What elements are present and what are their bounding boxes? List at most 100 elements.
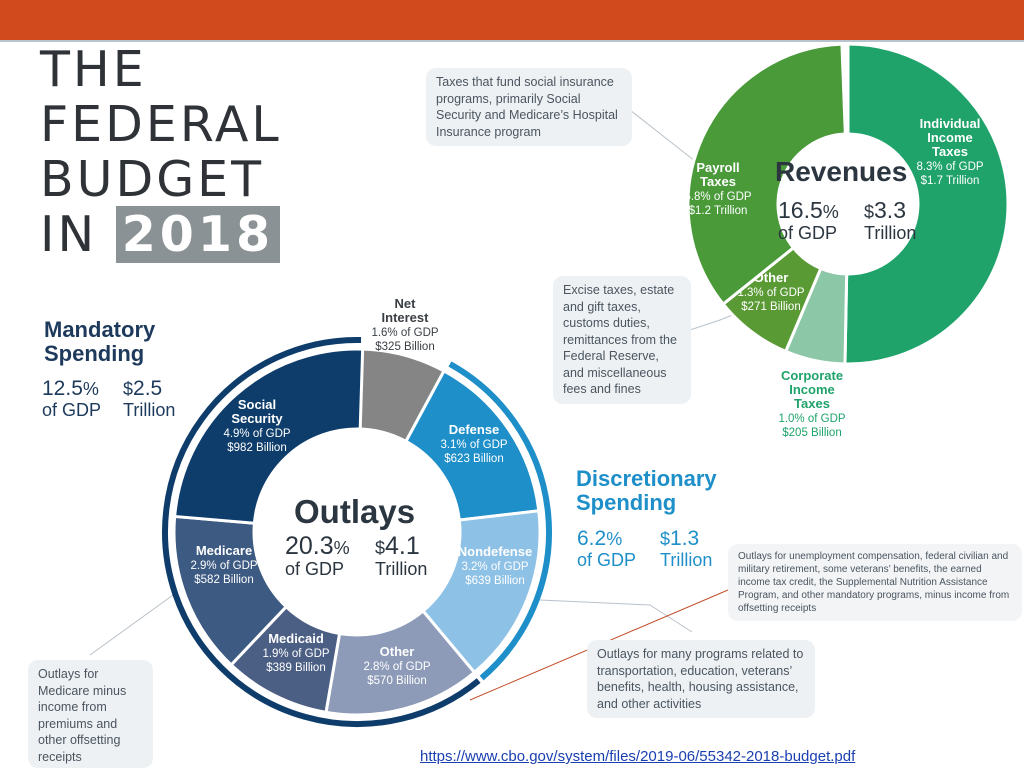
title-year: 2018 <box>115 206 281 263</box>
slice-amount-payroll-taxes: $1.2 Trillion <box>689 205 748 217</box>
source-link[interactable]: https://www.cbo.gov/system/files/2019-06… <box>420 748 856 765</box>
connector-medicare <box>89 589 181 656</box>
title-in: IN <box>40 206 98 263</box>
slice-name-defense-0: Defense <box>449 422 500 437</box>
discretionary-of-gdp: of GDP <box>577 550 637 570</box>
slice-amount-other: $570 Billion <box>367 675 426 687</box>
discretionary-heading: Discretionary Spending <box>576 467 717 515</box>
mandatory-ring <box>162 337 481 727</box>
slice-amount-individual-income-taxes: $1.7 Trillion <box>921 175 980 187</box>
mandatory-heading-1: Mandatory <box>44 317 156 342</box>
connector-nondefense <box>539 599 693 633</box>
slice-amount-defense: $623 Billion <box>444 453 503 465</box>
slice-name-net-interest-0: Net <box>395 296 417 311</box>
slice-amount-nondefense: $639 Billion <box>465 575 524 587</box>
discretionary-amt: $1.3 Trillion <box>660 528 712 571</box>
note-nondefense: Outlays for many programs related to tra… <box>587 640 815 718</box>
top-accent-bar <box>0 0 1024 40</box>
slice-name-payroll-taxes-1: Taxes <box>700 174 736 189</box>
mandatory-pct-unit: % <box>82 379 99 399</box>
slice-amount-social-security: $982 Billion <box>227 442 286 454</box>
outlays-pct-value: 20.3 <box>285 532 334 560</box>
title-line-2: FEDERAL <box>40 96 282 153</box>
discretionary-pct-value: 6.2 <box>577 527 607 550</box>
mandatory-amt: $2.5 Trillion <box>123 378 175 421</box>
outlays-hole <box>254 429 460 635</box>
slice-pct-medicare: 2.9% of GDP <box>190 560 257 572</box>
slice-pct-social-security: 4.9% of GDP <box>223 428 290 440</box>
mandatory-amt-unit: Trillion <box>123 400 176 420</box>
discretionary-heading-1: Discretionary <box>576 466 717 491</box>
slice-amount-net-interest: $325 Billion <box>375 341 434 353</box>
slice-pct-other: 2.8% of GDP <box>363 661 430 673</box>
slice-name-medicaid-0: Medicaid <box>268 631 324 646</box>
title-line-4: IN 2018 <box>40 206 282 263</box>
top-divider <box>0 40 1024 42</box>
discretionary-ring <box>448 361 552 681</box>
revenues-hole <box>778 134 918 274</box>
slice-amount-medicare: $582 Billion <box>194 574 253 586</box>
outlays-amt-unit: Trillion <box>375 559 428 579</box>
revenues-pct-value: 16.5 <box>778 197 823 223</box>
slice-name-corporate-income-taxes-1: Income <box>789 382 835 397</box>
slice-name-payroll-taxes-0: Payroll <box>696 160 739 175</box>
mandatory-pct-value: 12.5 <box>42 377 83 400</box>
discretionary-pct-unit: % <box>606 529 623 549</box>
revenues-pct-unit: % <box>822 202 839 222</box>
note-medicare: Outlays for Medicare minus income from p… <box>28 660 153 768</box>
outlays-of-gdp: of GDP <box>285 559 345 579</box>
slice-name-net-interest-1: Interest <box>382 310 430 325</box>
slice-pct-medicaid: 1.9% of GDP <box>262 648 329 660</box>
connector-payroll <box>629 109 701 166</box>
slice-name-corporate-income-taxes-0: Corporate <box>781 368 843 383</box>
outlays-amt-value: 4.1 <box>385 532 420 560</box>
discretionary-amt-value: 1.3 <box>670 527 700 550</box>
mandatory-of-gdp: of GDP <box>42 400 102 420</box>
revenues-title: Revenues <box>775 156 908 187</box>
mandatory-pct: 12.5% of GDP <box>42 378 101 421</box>
slice-amount-corporate-income-taxes: $205 Billion <box>782 427 841 439</box>
outlays-amt-prefix: $ <box>375 538 386 558</box>
slice-name-individual-income-taxes-0: Individual <box>920 116 981 131</box>
outlays-pct: 20.3% of GDP <box>285 534 350 580</box>
slice-name-social-security-0: Social <box>238 397 276 412</box>
slice-name-corporate-income-taxes-2: Taxes <box>794 396 830 411</box>
note-excise: Excise taxes, estate and gift taxes, cus… <box>553 276 691 404</box>
revenues-amt-prefix: $ <box>864 202 875 222</box>
mandatory-amt-prefix: $ <box>123 379 134 399</box>
title-line-3: BUDGET <box>40 151 265 208</box>
note-payroll: Taxes that fund social insurance program… <box>426 68 632 146</box>
outlays-title: Outlays <box>294 493 416 530</box>
slice-pct-individual-income-taxes: 8.3% of GDP <box>916 161 983 173</box>
slice-pct-net-interest: 1.6% of GDP <box>371 327 438 339</box>
slice-name-medicare-0: Medicare <box>196 543 252 558</box>
slice-pct-other: 1.3% of GDP <box>737 287 804 299</box>
slice-amount-medicaid: $389 Billion <box>266 662 325 674</box>
mandatory-amt-value: 2.5 <box>133 377 163 400</box>
mandatory-heading-2: Spending <box>44 341 145 366</box>
slice-name-individual-income-taxes-1: Income <box>927 130 973 145</box>
note-mandatory-other: Outlays for unemployment compensation, f… <box>728 544 1022 621</box>
discretionary-pct: 6.2% of GDP <box>577 528 636 571</box>
revenues-amt-unit: Trillion <box>864 223 917 243</box>
slice-pct-nondefense: 3.2% of GDP <box>461 561 528 573</box>
title-line-1: THE <box>40 41 147 98</box>
slice-pct-defense: 3.1% of GDP <box>440 439 507 451</box>
outlays-amt: $4.1 Trillion <box>375 534 428 580</box>
slice-name-individual-income-taxes-2: Taxes <box>932 144 968 159</box>
revenues-amt: $3.3 Trillion <box>864 197 917 244</box>
discretionary-amt-prefix: $ <box>660 529 671 549</box>
slice-pct-payroll-taxes: 5.8% of GDP <box>684 191 751 203</box>
slice-name-other-0: Other <box>380 644 415 659</box>
slice-amount-other: $271 Billion <box>741 301 800 313</box>
outlays-outer-gap <box>168 343 546 721</box>
outlays-pct-unit: % <box>333 538 350 558</box>
slice-name-nondefense-0: Nondefense <box>458 544 532 559</box>
discretionary-amt-unit: Trillion <box>660 550 713 570</box>
revenues-amt-value: 3.3 <box>874 197 906 223</box>
discretionary-heading-2: Spending <box>576 490 677 515</box>
page-title: THE FEDERAL BUDGET IN 2018 <box>40 41 282 263</box>
slice-name-social-security-1: Security <box>231 411 283 426</box>
